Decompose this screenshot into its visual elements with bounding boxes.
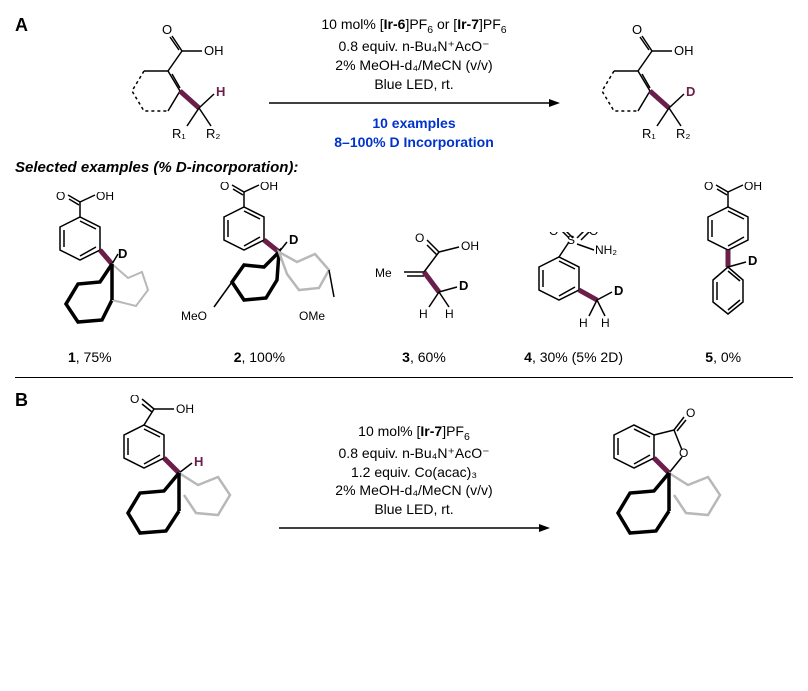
ex4-num: 4 [524,349,532,365]
me: Me [375,266,392,280]
o: O [220,182,229,193]
ome2: OMe [299,309,325,323]
panel-b-label: B [15,390,28,411]
cond-a-line4: Blue LED, rt. [374,75,453,94]
oh-label: OH [674,43,694,58]
cond-b-line2: 0.8 equiv. n-Bu₄N⁺AcO⁻ [339,444,490,463]
t: 6 [464,430,470,442]
ex4-val: , 30% (5% 2D) [532,349,623,365]
example-5: O OH D 5, 0% [668,182,778,365]
h-label: H [216,84,225,99]
panel-a-label: A [15,15,28,36]
ex2-val: , 100% [241,349,285,365]
o: O [415,232,424,245]
t: ]PF [442,423,464,439]
t: Ir-7 [420,423,442,439]
example-2: O OH D MeO OMe 2, 100% [179,182,339,365]
d-label: D [686,84,695,99]
t: 10 mol% [ [321,16,383,32]
oh: OH [96,192,114,203]
o: O [549,232,558,238]
oh: OH [744,182,762,193]
oh: OH [176,402,194,416]
panel-b-scheme-row: O OH H 10 mol% [Ir-7]PF6 0.8 equiv. n-Bu… [35,390,793,565]
example-4: S O O NH₂ D H H 4, 30% (5% 2D) [509,232,639,365]
cond-a-blue1: 10 examples [372,114,455,133]
panel-a: A O OH H R₁ R₂ [15,15,793,365]
examples-row: O OH D 1, 75% [15,182,793,365]
example-3: O OH Me D H H 3, 60% [369,232,479,365]
t: ]PF [479,16,501,32]
o: O [589,232,598,238]
o: O [686,406,695,420]
oh: OH [461,239,479,253]
conditions-block-b: 10 mol% [Ir-7]PF6 0.8 equiv. n-Bu₄N⁺AcO⁻… [264,422,564,540]
t: Ir-6 [384,16,406,32]
r1-label: R₁ [642,126,656,141]
d: D [118,246,127,261]
o: O [56,192,65,203]
h: H [579,316,588,330]
panel-divider [15,377,793,378]
cond-a-blue2: 8–100% D Incorporation [334,133,494,152]
d: D [748,253,757,268]
panel-b: B O OH H [15,390,793,570]
ex1-val: , 75% [76,349,112,365]
cond-a-line1: 10 mol% [Ir-6]PF6 or [Ir-7]PF6 [321,15,506,37]
ex1-num: 1 [68,349,76,365]
cond-b-line1: 10 mol% [Ir-7]PF6 [358,422,470,444]
selected-examples-header: Selected examples (% D-incorporation): [15,159,793,176]
oh: OH [260,182,278,193]
h: H [601,316,610,330]
o: O [130,395,139,406]
d: D [614,283,623,298]
r1-label: R₁ [172,126,186,141]
ome1: MeO [181,309,207,323]
nh2: NH₂ [595,243,617,257]
cond-a-line2: 0.8 equiv. n-Bu₄N⁺AcO⁻ [339,37,490,56]
product-b-right: O O [574,395,744,565]
cond-b-line5: Blue LED, rt. [374,500,453,519]
ex3-num: 3 [402,349,410,365]
r2-label: R₂ [676,126,690,141]
t: or [ [433,16,457,32]
ex3-val: , 60% [410,349,446,365]
d: D [289,232,298,247]
r2-label: R₂ [206,126,220,141]
h: H [419,307,428,321]
product-right: O OH D R₁ R₂ [584,16,714,151]
reaction-arrow-a [264,96,564,110]
panel-a-scheme-row: O OH H R₁ R₂ 10 mol% [Ir-6]PF6 or [Ir-7]… [35,15,793,151]
conditions-block-a: 10 mol% [Ir-6]PF6 or [Ir-7]PF6 0.8 equiv… [254,15,574,151]
o: O [704,182,713,193]
example-1: O OH D 1, 75% [30,192,150,365]
oh-label: OH [204,43,224,58]
cond-b-line4: 2% MeOH-d₄/MeCN (v/v) [335,481,492,500]
t: Ir-7 [457,16,479,32]
ex5-num: 5 [705,349,713,365]
ex5-val: , 0% [713,349,741,365]
h: H [445,307,454,321]
cond-b-line3: 1.2 equiv. Co(acac)₃ [351,463,477,482]
t: ]PF [405,16,427,32]
h: H [194,454,203,469]
t: 10 mol% [ [358,423,420,439]
o-label: O [162,22,172,37]
cond-a-line3: 2% MeOH-d₄/MeCN (v/v) [335,56,492,75]
o-label: O [632,22,642,37]
substrate-left: O OH H R₁ R₂ [114,16,244,151]
t: 6 [501,24,507,36]
d: D [459,278,468,293]
reaction-arrow-b [274,521,554,535]
substrate-b-left: O OH H [84,395,254,565]
